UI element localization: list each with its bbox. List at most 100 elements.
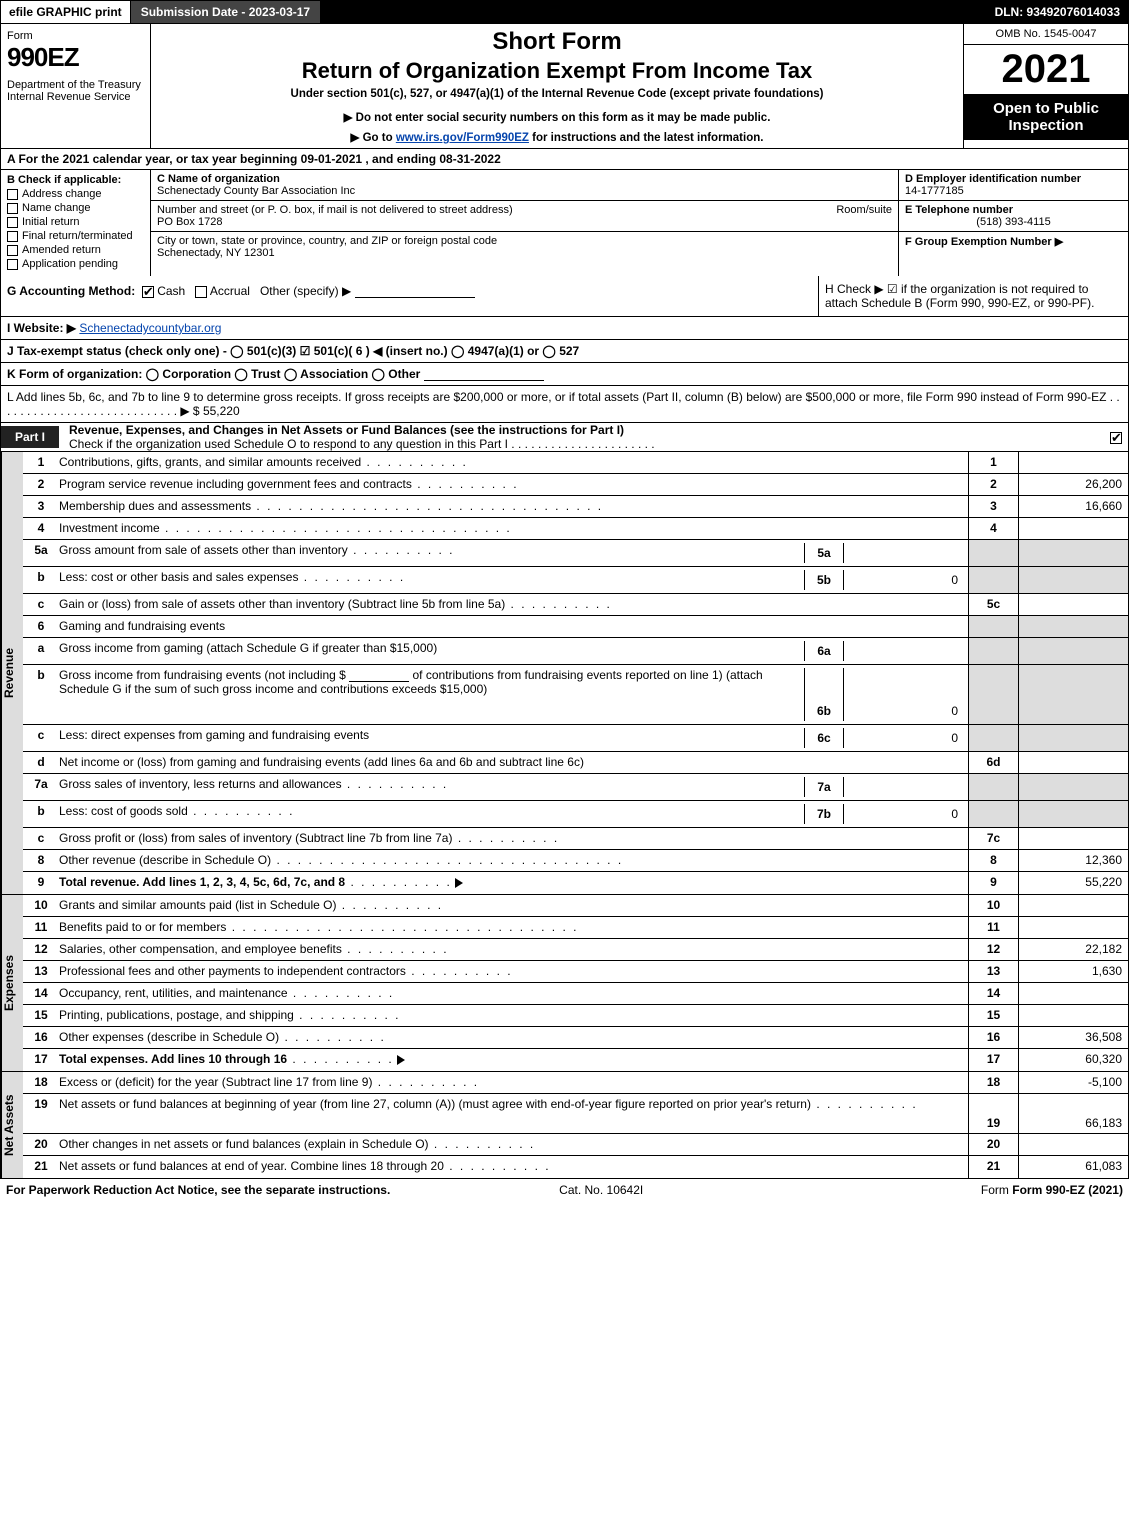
line-6a-num: a	[23, 638, 59, 664]
line-6b-num: b	[23, 665, 59, 724]
header-mid: Short Form Return of Organization Exempt…	[151, 24, 963, 148]
line-4-num: 4	[23, 518, 59, 539]
line-7a-val-shade	[1018, 774, 1128, 800]
line-7a-num: 7a	[23, 774, 59, 800]
line-12-val: 22,182	[1018, 939, 1128, 960]
chk-accrual[interactable]	[195, 286, 207, 298]
line-4-desc: Investment income	[59, 521, 160, 535]
c-name-value: Schenectady County Bar Association Inc	[157, 185, 355, 197]
line-9-num: 9	[23, 872, 59, 894]
chk-accrual-label: Accrual	[210, 284, 250, 298]
line-4-box: 4	[968, 518, 1018, 539]
line-6d: d Net income or (loss) from gaming and f…	[23, 752, 1128, 774]
line-18-box: 18	[968, 1072, 1018, 1093]
part1-header: Part I Revenue, Expenses, and Changes in…	[0, 423, 1129, 452]
line-16: 16 Other expenses (describe in Schedule …	[23, 1027, 1128, 1049]
line-7a-subval	[844, 777, 964, 797]
line-9: 9 Total revenue. Add lines 1, 2, 3, 4, 5…	[23, 872, 1128, 894]
chk-application-pending[interactable]: Application pending	[7, 258, 144, 270]
line-1-val	[1018, 452, 1128, 473]
chk-cash[interactable]	[142, 286, 154, 298]
g-other-blank	[355, 284, 475, 298]
line-6a-desc: Gross income from gaming (attach Schedul…	[59, 641, 437, 655]
line-17: 17 Total expenses. Add lines 10 through …	[23, 1049, 1128, 1071]
line-1-box: 1	[968, 452, 1018, 473]
line-21-num: 21	[23, 1156, 59, 1178]
line-7a: 7a Gross sales of inventory, less return…	[23, 774, 1128, 801]
c-addr-value: PO Box 1728	[157, 216, 222, 228]
d-group: F Group Exemption Number ▶	[899, 232, 1128, 251]
c-room-label: Room/suite	[816, 204, 892, 228]
line-5b-box-shade	[968, 567, 1018, 593]
chk-application-pending-label: Application pending	[22, 258, 118, 270]
line-3-desc: Membership dues and assessments	[59, 499, 251, 513]
line-13-box: 13	[968, 961, 1018, 982]
line-10-desc: Grants and similar amounts paid (list in…	[59, 898, 336, 912]
under-section: Under section 501(c), 527, or 4947(a)(1)…	[161, 88, 953, 100]
chk-name-change[interactable]: Name change	[7, 202, 144, 214]
line-7c: c Gross profit or (loss) from sales of i…	[23, 828, 1128, 850]
line-19-val: 66,183	[1018, 1094, 1128, 1133]
line-14-desc: Occupancy, rent, utilities, and maintena…	[59, 986, 288, 1000]
c-addr-label: Number and street (or P. O. box, if mail…	[157, 204, 513, 216]
line-19: 19 Net assets or fund balances at beginn…	[23, 1094, 1128, 1134]
chk-address-change-label: Address change	[22, 188, 102, 200]
chk-address-change[interactable]: Address change	[7, 188, 144, 200]
line-10-box: 10	[968, 895, 1018, 916]
d-ein-label: D Employer identification number	[905, 173, 1081, 185]
line-18-val: -5,100	[1018, 1072, 1128, 1093]
line-16-num: 16	[23, 1027, 59, 1048]
line-7c-box: 7c	[968, 828, 1018, 849]
line-13-num: 13	[23, 961, 59, 982]
line-1-desc: Contributions, gifts, grants, and simila…	[59, 455, 361, 469]
line-6: 6 Gaming and fundraising events	[23, 616, 1128, 638]
line-12-box: 12	[968, 939, 1018, 960]
website-link[interactable]: Schenectadycountybar.org	[79, 321, 221, 335]
line-5c-num: c	[23, 594, 59, 615]
line-7b: b Less: cost of goods sold 7b 0	[23, 801, 1128, 828]
goto-link[interactable]: www.irs.gov/Form990EZ	[396, 132, 529, 144]
line-6c-num: c	[23, 725, 59, 751]
part1-check[interactable]	[1104, 430, 1128, 444]
line-16-box: 16	[968, 1027, 1018, 1048]
row-g: G Accounting Method: Cash Accrual Other …	[1, 276, 818, 316]
line-5a-val-shade	[1018, 540, 1128, 566]
l-text: L Add lines 5b, 6c, and 7b to line 9 to …	[7, 390, 1120, 418]
footer-right: Form Form 990-EZ (2021)	[981, 1183, 1123, 1197]
line-7b-box-shade	[968, 801, 1018, 827]
goto-pre: ▶ Go to	[351, 132, 396, 144]
line-11-val	[1018, 917, 1128, 938]
goto-line: ▶ Go to www.irs.gov/Form990EZ for instru…	[161, 130, 953, 144]
line-12-desc: Salaries, other compensation, and employ…	[59, 942, 342, 956]
line-6d-desc: Net income or (loss) from gaming and fun…	[59, 755, 584, 769]
netassets-sidelabel: Net Assets	[1, 1072, 23, 1178]
ssn-warning: ▶ Do not enter social security numbers o…	[161, 110, 953, 124]
part1-title-text: Revenue, Expenses, and Changes in Net As…	[69, 423, 624, 437]
line-6b-subval: 0	[844, 668, 964, 721]
line-6c-box-shade	[968, 725, 1018, 751]
netassets-lines: 18 Excess or (deficit) for the year (Sub…	[23, 1072, 1128, 1178]
d-tel-label: E Telephone number	[905, 204, 1013, 216]
row-gh: G Accounting Method: Cash Accrual Other …	[0, 276, 1129, 317]
line-5c-desc: Gain or (loss) from sale of assets other…	[59, 597, 505, 611]
line-7b-num: b	[23, 801, 59, 827]
line-7c-val	[1018, 828, 1128, 849]
chk-initial-return[interactable]: Initial return	[7, 216, 144, 228]
line-5b-subval: 0	[844, 570, 964, 590]
line-6b-subbox: 6b	[804, 668, 844, 721]
expenses-table: Expenses 10 Grants and similar amounts p…	[0, 895, 1129, 1072]
line-6b-blank	[349, 668, 409, 682]
line-18-num: 18	[23, 1072, 59, 1093]
line-11: 11 Benefits paid to or for members 11	[23, 917, 1128, 939]
chk-final-return[interactable]: Final return/terminated	[7, 230, 144, 242]
line-17-val: 60,320	[1018, 1049, 1128, 1071]
line-7b-subbox: 7b	[804, 804, 844, 824]
row-k: K Form of organization: ◯ Corporation ◯ …	[0, 363, 1129, 386]
c-address: Number and street (or P. O. box, if mail…	[151, 201, 898, 232]
line-6c-val-shade	[1018, 725, 1128, 751]
section-bcd: B Check if applicable: Address change Na…	[0, 170, 1129, 276]
chk-amended-return[interactable]: Amended return	[7, 244, 144, 256]
c-city-value: Schenectady, NY 12301	[157, 247, 275, 259]
form-word: Form	[7, 30, 144, 42]
dln: DLN: 93492076014033	[987, 1, 1128, 23]
